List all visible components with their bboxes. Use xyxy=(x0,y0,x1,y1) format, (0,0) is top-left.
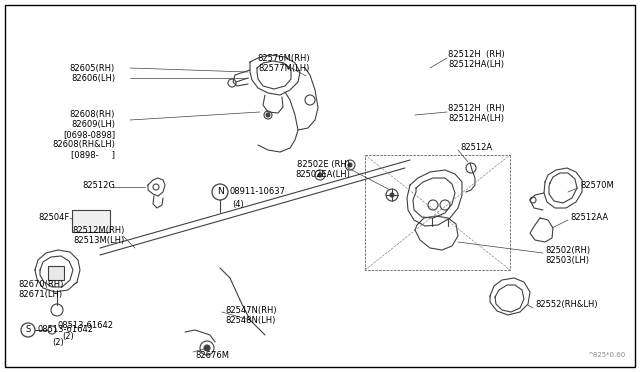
Text: 82512M(RH): 82512M(RH) xyxy=(72,225,125,234)
Text: 82605(RH): 82605(RH) xyxy=(70,64,115,73)
Text: 82548N(LH): 82548N(LH) xyxy=(225,315,275,324)
Text: [0698-0898]: [0698-0898] xyxy=(63,131,115,140)
Text: 82576M(RH): 82576M(RH) xyxy=(257,54,310,62)
Text: 08513-61642: 08513-61642 xyxy=(57,321,113,330)
Text: 82502EA(LH): 82502EA(LH) xyxy=(295,170,350,180)
Text: 82670(RH): 82670(RH) xyxy=(18,280,63,289)
Text: 82503(LH): 82503(LH) xyxy=(545,256,589,264)
Text: 82671(LH): 82671(LH) xyxy=(18,291,62,299)
Text: 08513-61642: 08513-61642 xyxy=(38,326,94,334)
Text: 82552(RH&LH): 82552(RH&LH) xyxy=(535,301,598,310)
Text: 82502E (RH): 82502E (RH) xyxy=(297,160,350,170)
Text: 82512H  (RH): 82512H (RH) xyxy=(448,103,505,112)
Text: 82512HA(LH): 82512HA(LH) xyxy=(448,113,504,122)
Text: [0898-     ]: [0898- ] xyxy=(71,151,115,160)
Text: 82512G: 82512G xyxy=(82,180,115,189)
Text: 82504F: 82504F xyxy=(39,214,70,222)
Circle shape xyxy=(318,173,322,177)
Text: 82570M: 82570M xyxy=(580,180,614,189)
Circle shape xyxy=(204,345,210,351)
Text: S: S xyxy=(26,326,31,334)
Circle shape xyxy=(266,113,270,117)
Text: 82608(RH): 82608(RH) xyxy=(70,110,115,119)
Circle shape xyxy=(348,163,352,167)
Text: 82577M(LH): 82577M(LH) xyxy=(259,64,310,73)
Text: 82609(LH): 82609(LH) xyxy=(71,121,115,129)
Text: N: N xyxy=(216,187,223,196)
Text: 08911-10637: 08911-10637 xyxy=(230,187,286,196)
Bar xyxy=(48,266,64,280)
Text: 82608(RH&LH): 82608(RH&LH) xyxy=(52,141,115,150)
Text: 82502(RH): 82502(RH) xyxy=(545,246,590,254)
Text: ^825*0.60: ^825*0.60 xyxy=(587,352,625,358)
Text: 82513M(LH): 82513M(LH) xyxy=(74,237,125,246)
Text: 82512HA(LH): 82512HA(LH) xyxy=(448,61,504,70)
Circle shape xyxy=(390,193,394,197)
Text: 82547N(RH): 82547N(RH) xyxy=(225,305,276,314)
Text: 82606(LH): 82606(LH) xyxy=(71,74,115,83)
Text: 82512H  (RH): 82512H (RH) xyxy=(448,51,505,60)
Text: 82676M: 82676M xyxy=(195,350,229,359)
Text: 82512A: 82512A xyxy=(460,144,492,153)
Bar xyxy=(72,210,110,232)
Text: (2): (2) xyxy=(52,337,64,346)
Text: (2): (2) xyxy=(62,333,74,341)
Text: 82512AA: 82512AA xyxy=(570,214,608,222)
Text: (4): (4) xyxy=(232,199,244,208)
